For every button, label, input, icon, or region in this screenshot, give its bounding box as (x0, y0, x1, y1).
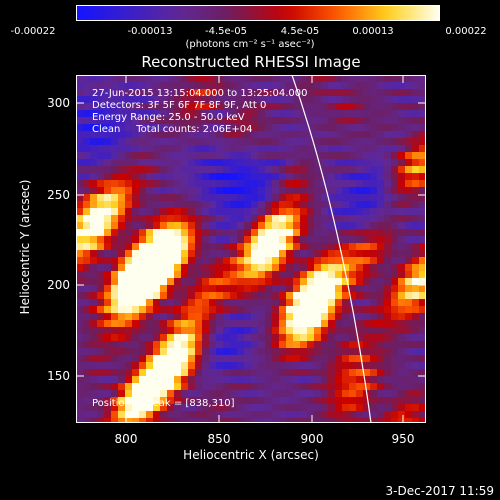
x-tick-label: 800 (114, 432, 138, 446)
footer-date: 3-Dec-2017 11:59 (385, 484, 494, 498)
colorbar-tick: 0.00013 (352, 26, 394, 37)
solar-limb-line (291, 75, 372, 423)
x-tick-label: 900 (300, 432, 324, 446)
y-tick-label: 250 (47, 188, 70, 202)
y-tick-label: 150 (47, 369, 70, 383)
info-clean-counts: Clean Total counts: 2.06E+04 (92, 124, 253, 135)
info-peak-position: Position of Peak = [838,310] (92, 398, 235, 409)
colorbar-tick: 4.5e-05 (280, 26, 320, 37)
colorbar (76, 5, 440, 21)
y-tick-label: 200 (47, 278, 70, 292)
x-axis-label: Heliocentric X (arcsec) (183, 448, 319, 462)
plot-area (76, 75, 426, 423)
axis-ticks (76, 75, 426, 423)
plot-frame (76, 75, 426, 423)
colorbar-units: (photons cm⁻² s⁻¹ asec⁻²) (185, 39, 315, 50)
info-time-range: 27-Jun-2015 13:15:04.000 to 13:25:04.000 (92, 88, 308, 99)
colorbar-tick: -0.00013 (127, 26, 173, 37)
x-tick-label: 950 (391, 432, 415, 446)
image-title: Reconstructed RHESSI Image (141, 53, 361, 71)
colorbar-tick: -4.5e-05 (205, 26, 247, 37)
info-detectors: Detectors: 3F 5F 6F 7F 8F 9F, Att 0 (92, 100, 267, 111)
image-cells (76, 75, 426, 423)
colorbar-tick: -0.00022 (10, 26, 56, 37)
y-axis-label: Heliocentric Y (arcsec) (18, 179, 32, 315)
rhessi-image (76, 75, 426, 423)
info-energy-range: Energy Range: 25.0 - 50.0 keV (92, 112, 245, 123)
x-tick-label: 850 (207, 432, 231, 446)
colorbar-tick: 0.00022 (445, 26, 487, 37)
y-tick-label: 300 (47, 96, 70, 110)
